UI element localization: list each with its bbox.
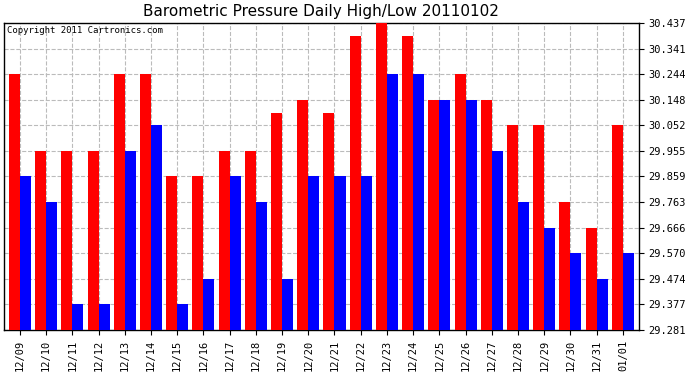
Bar (481, 100, 492, 330)
Bar (413, 74, 424, 330)
Bar (507, 125, 518, 330)
Bar (72, 304, 83, 330)
Bar (297, 100, 308, 330)
Bar (99, 304, 110, 330)
Bar (324, 112, 335, 330)
Bar (466, 100, 477, 330)
Bar (597, 279, 608, 330)
Bar (560, 202, 571, 330)
Bar (125, 151, 136, 330)
Bar (151, 125, 162, 330)
Bar (428, 100, 440, 330)
Bar (586, 228, 597, 330)
Bar (256, 202, 267, 330)
Bar (544, 228, 555, 330)
Bar (204, 279, 215, 330)
Text: Copyright 2011 Cartronics.com: Copyright 2011 Cartronics.com (8, 26, 164, 35)
Bar (440, 100, 451, 330)
Bar (88, 151, 99, 330)
Title: Barometric Pressure Daily High/Low 20110102: Barometric Pressure Daily High/Low 20110… (144, 4, 500, 19)
Bar (533, 125, 544, 330)
Bar (335, 177, 346, 330)
Bar (177, 304, 188, 330)
Bar (9, 74, 20, 330)
Bar (612, 125, 623, 330)
Bar (492, 151, 503, 330)
Bar (361, 177, 372, 330)
Bar (193, 177, 204, 330)
Bar (35, 151, 46, 330)
Bar (376, 23, 387, 330)
Bar (387, 74, 398, 330)
Bar (166, 177, 177, 330)
Bar (282, 279, 293, 330)
Bar (230, 177, 241, 330)
Bar (245, 151, 256, 330)
Bar (20, 177, 31, 330)
Bar (140, 74, 151, 330)
Bar (114, 74, 125, 330)
Bar (219, 151, 230, 330)
Bar (61, 151, 72, 330)
Bar (571, 253, 582, 330)
Bar (46, 202, 57, 330)
Bar (623, 253, 634, 330)
Bar (518, 202, 529, 330)
Bar (350, 36, 361, 330)
Bar (455, 74, 466, 330)
Bar (308, 177, 319, 330)
Bar (402, 36, 413, 330)
Bar (271, 112, 282, 330)
